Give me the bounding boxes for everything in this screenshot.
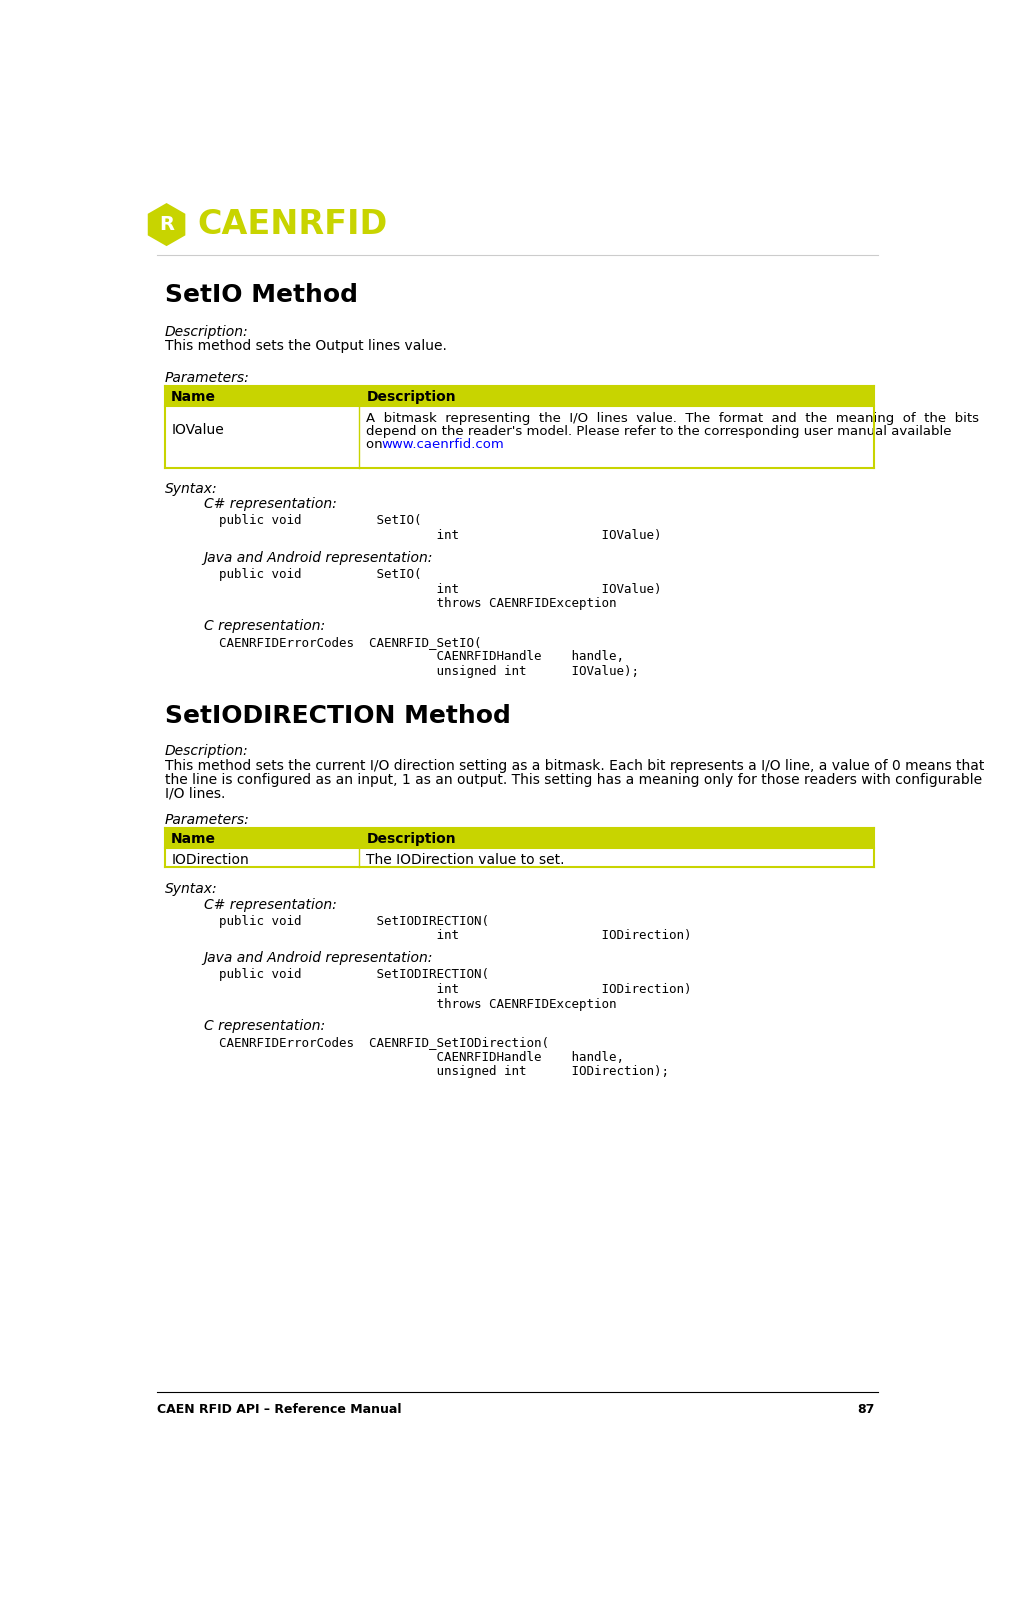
Text: depend on the reader's model. Please refer to the corresponding user manual avai: depend on the reader's model. Please ref… bbox=[367, 425, 952, 437]
Text: SetIODIRECTION Method: SetIODIRECTION Method bbox=[165, 703, 511, 727]
Text: Parameters:: Parameters: bbox=[165, 812, 249, 827]
Bar bbox=[165, 386, 874, 407]
Text: CAENRFID: CAENRFID bbox=[198, 208, 388, 240]
Text: C representation:: C representation: bbox=[204, 1019, 325, 1033]
Text: Name: Name bbox=[172, 831, 216, 846]
Text: int                   IODirection): int IODirection) bbox=[219, 929, 692, 942]
Bar bbox=[165, 828, 874, 849]
Text: unsigned int      IODirection);: unsigned int IODirection); bbox=[219, 1065, 670, 1078]
Polygon shape bbox=[147, 203, 186, 247]
Text: R: R bbox=[159, 215, 174, 234]
Text: IODirection: IODirection bbox=[172, 852, 248, 867]
Text: on: on bbox=[367, 437, 388, 450]
Text: This method sets the Output lines value.: This method sets the Output lines value. bbox=[165, 338, 446, 352]
Text: unsigned int      IOValue);: unsigned int IOValue); bbox=[219, 665, 639, 678]
Bar bbox=[165, 849, 874, 867]
Text: int                   IOValue): int IOValue) bbox=[219, 583, 662, 596]
Text: The IODirection value to set.: The IODirection value to set. bbox=[367, 852, 565, 867]
Text: Description: Description bbox=[367, 831, 457, 846]
Text: throws CAENRFIDException: throws CAENRFIDException bbox=[219, 998, 617, 1011]
Text: Java and Android representation:: Java and Android representation: bbox=[204, 551, 433, 566]
Text: Description:: Description: bbox=[165, 743, 248, 758]
Text: IOValue: IOValue bbox=[172, 423, 224, 437]
Text: public void          SetIO(: public void SetIO( bbox=[219, 569, 422, 582]
Text: CAENRFIDErrorCodes  CAENRFID_SetIODirection(: CAENRFIDErrorCodes CAENRFID_SetIODirecti… bbox=[219, 1036, 549, 1049]
Text: This method sets the current I/O direction setting as a bitmask. Each bit repres: This method sets the current I/O directi… bbox=[165, 759, 985, 772]
Text: Description:: Description: bbox=[165, 325, 248, 338]
Text: int                   IOValue): int IOValue) bbox=[219, 529, 662, 541]
Text: public void          SetIO(: public void SetIO( bbox=[219, 514, 422, 527]
Text: Syntax:: Syntax: bbox=[165, 883, 217, 896]
Text: Name: Name bbox=[172, 391, 216, 404]
Text: C# representation:: C# representation: bbox=[204, 897, 336, 912]
Text: CAENRFIDErrorCodes  CAENRFID_SetIO(: CAENRFIDErrorCodes CAENRFID_SetIO( bbox=[219, 636, 482, 649]
Text: public void          SetIODIRECTION(: public void SetIODIRECTION( bbox=[219, 915, 489, 928]
Text: throws CAENRFIDException: throws CAENRFIDException bbox=[219, 598, 617, 610]
Text: 87: 87 bbox=[856, 1403, 874, 1416]
Text: CAENRFIDHandle    handle,: CAENRFIDHandle handle, bbox=[219, 1051, 624, 1064]
Text: SetIO Method: SetIO Method bbox=[165, 284, 358, 308]
Text: int                   IODirection): int IODirection) bbox=[219, 984, 692, 996]
Text: Description: Description bbox=[367, 391, 457, 404]
Text: www.caenrfid.com: www.caenrfid.com bbox=[381, 437, 504, 450]
Text: A  bitmask  representing  the  I/O  lines  value.  The  format  and  the  meanin: A bitmask representing the I/O lines val… bbox=[367, 412, 980, 425]
Text: CAENRFIDHandle    handle,: CAENRFIDHandle handle, bbox=[219, 650, 624, 663]
Text: C representation:: C representation: bbox=[204, 618, 325, 633]
Text: CAEN RFID API – Reference Manual: CAEN RFID API – Reference Manual bbox=[158, 1403, 402, 1416]
Text: Java and Android representation:: Java and Android representation: bbox=[204, 952, 433, 966]
Text: C# representation:: C# representation: bbox=[204, 497, 336, 511]
Text: the line is configured as an input, 1 as an output. This setting has a meaning o: the line is configured as an input, 1 as… bbox=[165, 772, 982, 787]
Text: I/O lines.: I/O lines. bbox=[165, 787, 225, 801]
Text: public void          SetIODIRECTION(: public void SetIODIRECTION( bbox=[219, 968, 489, 982]
Text: Parameters:: Parameters: bbox=[165, 372, 249, 384]
Text: Syntax:: Syntax: bbox=[165, 482, 217, 495]
Bar bbox=[165, 407, 874, 468]
